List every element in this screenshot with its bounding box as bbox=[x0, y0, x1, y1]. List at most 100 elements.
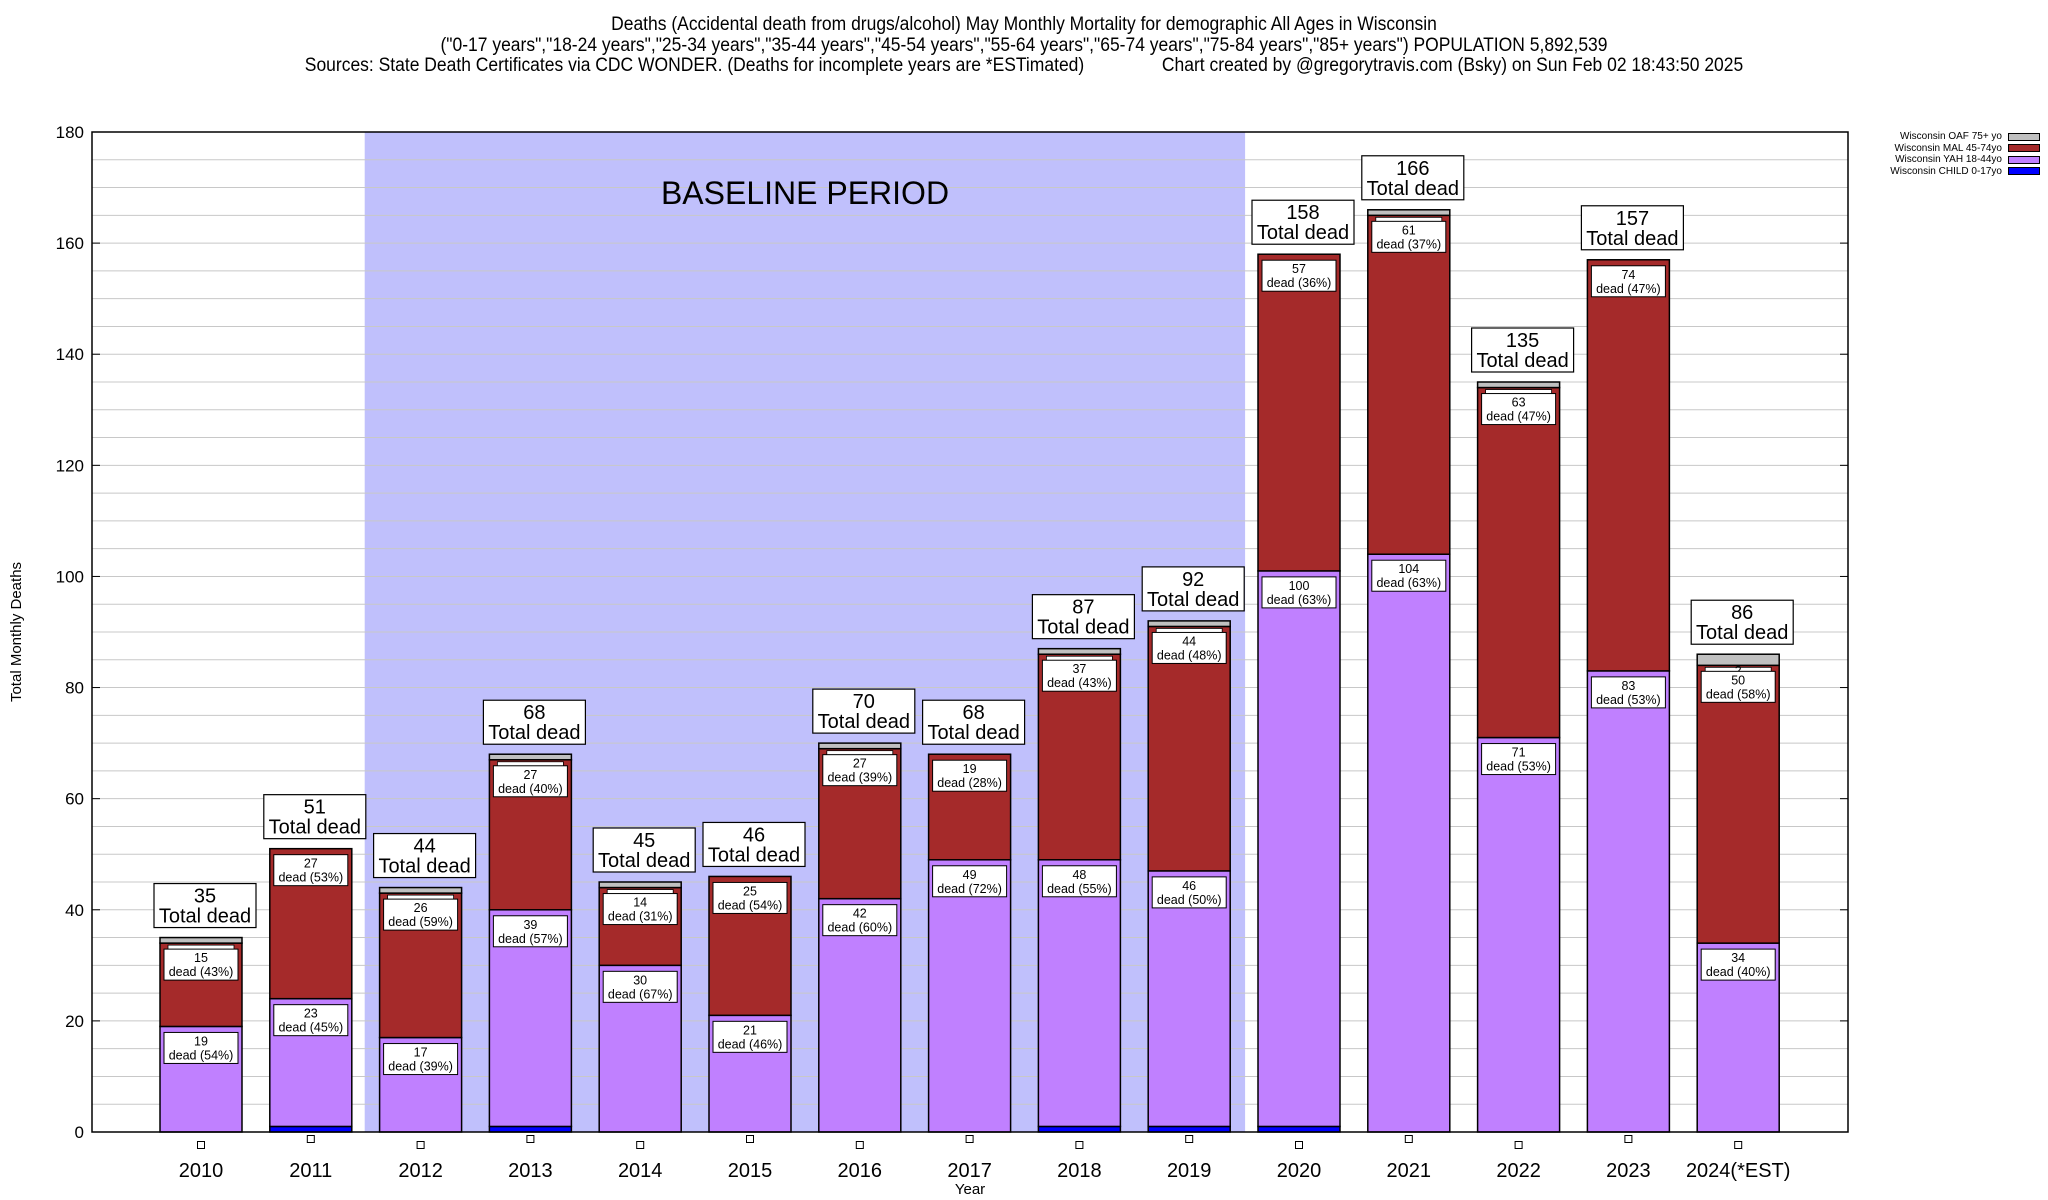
bar-segment-mal bbox=[1586, 259, 1671, 672]
legend-item-oaf: Wisconsin OAF 75+ yo bbox=[1860, 131, 2040, 143]
mal-label-box bbox=[273, 854, 349, 887]
yah-label-box bbox=[163, 1031, 239, 1064]
yah-label-pct: dead (54%) bbox=[169, 1048, 234, 1062]
legend-item-child: Wisconsin CHILD 0-17yo bbox=[1860, 166, 2040, 178]
total-label-box bbox=[1470, 327, 1575, 373]
total-label-count: 46 bbox=[743, 824, 765, 846]
mal-label-box bbox=[1261, 259, 1337, 292]
mal-label-box bbox=[822, 754, 898, 787]
x-marker bbox=[416, 1141, 425, 1149]
bar-segment-yah bbox=[1257, 570, 1341, 1128]
bar-segment-mal bbox=[1147, 625, 1231, 872]
yah-label-pct: dead (46%) bbox=[718, 1037, 783, 1051]
total-label-box bbox=[153, 882, 257, 929]
total-label-text: Total dead bbox=[1037, 617, 1129, 639]
bar-segment-mal bbox=[1476, 386, 1561, 739]
total-label-text: Total dead bbox=[598, 850, 690, 872]
total-label-count: 158 bbox=[1286, 202, 1319, 224]
mal-label-count: 27 bbox=[304, 857, 318, 871]
total-label-text: Total dead bbox=[1257, 222, 1349, 244]
yah-label-pct: dead (39%) bbox=[388, 1060, 453, 1074]
mal-label-box bbox=[932, 759, 1008, 792]
yah-label-pct: dead (72%) bbox=[937, 882, 1002, 896]
yah-label-count: 39 bbox=[523, 918, 537, 932]
bar-segment-yah bbox=[1367, 553, 1451, 1133]
total-label-count: 45 bbox=[633, 830, 655, 852]
x-tick-label: 2013 bbox=[508, 1160, 553, 1182]
total-label-box bbox=[482, 699, 586, 745]
y-tick-label: 180 bbox=[56, 123, 84, 142]
total-label-count: 44 bbox=[413, 836, 435, 858]
yah-label-box bbox=[492, 915, 568, 948]
legend-swatch-yah bbox=[2008, 155, 2040, 164]
yah-label-box bbox=[712, 1020, 788, 1053]
bar-segment-child bbox=[1037, 1125, 1122, 1133]
mal-label-pct: dead (43%) bbox=[1047, 676, 1112, 690]
mal-label-pct: dead (53%) bbox=[278, 871, 343, 885]
legend-item-yah: Wisconsin YAH 18-44yo bbox=[1860, 154, 2040, 166]
yah-label-count: 23 bbox=[304, 1007, 318, 1021]
mal-label-count: 50 bbox=[1731, 673, 1745, 687]
total-label-box bbox=[1031, 594, 1136, 640]
total-label-count: 68 bbox=[523, 702, 545, 724]
x-marker bbox=[306, 1135, 315, 1143]
x-marker bbox=[526, 1135, 535, 1143]
total-label-box bbox=[592, 827, 696, 873]
x-tick-label: 2016 bbox=[838, 1160, 883, 1182]
mal-label-box bbox=[1700, 670, 1776, 703]
yah-label-pct: dead (40%) bbox=[1706, 965, 1771, 979]
mal-label-count: 63 bbox=[1512, 396, 1526, 410]
y-axis-label: Total Monthly Deaths bbox=[8, 562, 25, 702]
bar-segment-mal bbox=[1257, 253, 1341, 572]
mal-label-box bbox=[1041, 659, 1117, 692]
total-label-text: Total dead bbox=[1696, 622, 1788, 644]
total-label-text: Total dead bbox=[378, 856, 470, 878]
yah-label-pct: dead (67%) bbox=[608, 987, 673, 1001]
legend-swatch-oaf bbox=[2008, 132, 2040, 141]
total-label-text: Total dead bbox=[488, 722, 580, 744]
yah-label-box bbox=[1590, 676, 1666, 709]
bar-segment-oaf bbox=[378, 886, 463, 894]
yah-label-pct: dead (60%) bbox=[827, 921, 892, 935]
total-label-text: Total dead bbox=[708, 844, 800, 866]
total-label-box bbox=[1580, 205, 1685, 251]
x-marker bbox=[746, 1135, 754, 1143]
y-tick-label: 140 bbox=[56, 345, 84, 364]
mal-label-count: 27 bbox=[853, 757, 867, 771]
yah-label-count: 21 bbox=[743, 1023, 757, 1037]
x-tick-label: 2022 bbox=[1496, 1160, 1541, 1182]
legend-item-mal: Wisconsin MAL 45-74yo bbox=[1860, 143, 2040, 155]
yah-label-count: 34 bbox=[1731, 951, 1745, 965]
total-label-count: 157 bbox=[1616, 208, 1649, 230]
x-tick-label: 2019 bbox=[1167, 1160, 1212, 1182]
mal-label-pct: dead (39%) bbox=[827, 771, 892, 785]
x-tick-label: 2015 bbox=[728, 1160, 773, 1182]
mal-label-count: 57 bbox=[1292, 262, 1306, 276]
mal-label-count: 61 bbox=[1402, 223, 1416, 237]
y-tick-label: 0 bbox=[75, 1123, 84, 1142]
mal-label-count: 26 bbox=[414, 901, 428, 915]
x-tick-label: 2017 bbox=[947, 1160, 992, 1182]
total-label-count: 92 bbox=[1182, 569, 1204, 591]
yah-label-pct: dead (57%) bbox=[498, 932, 563, 946]
mal-label-pct: dead (47%) bbox=[1596, 282, 1661, 296]
yah-label-count: 42 bbox=[853, 907, 867, 921]
yah-label-pct: dead (63%) bbox=[1267, 593, 1332, 607]
bar-segment-yah bbox=[1476, 736, 1561, 1133]
total-label-box bbox=[1251, 199, 1355, 245]
mal-label-pct: dead (37%) bbox=[1376, 237, 1441, 251]
total-label-count: 68 bbox=[962, 702, 984, 724]
total-label-box bbox=[1141, 566, 1245, 612]
y-tick-label: 100 bbox=[56, 567, 84, 586]
bar-segment-oaf bbox=[1037, 647, 1122, 655]
yah-label-pct: dead (50%) bbox=[1157, 893, 1222, 907]
yah-label-count: 49 bbox=[963, 868, 977, 882]
bar-segment-child bbox=[1257, 1125, 1341, 1133]
mal-label-count: 25 bbox=[743, 884, 757, 898]
x-tick-label: 2012 bbox=[398, 1160, 443, 1182]
total-label-box bbox=[373, 832, 477, 879]
legend-swatch-child bbox=[2008, 167, 2040, 176]
x-marker bbox=[636, 1141, 645, 1149]
bar-segment-yah bbox=[1586, 670, 1671, 1133]
